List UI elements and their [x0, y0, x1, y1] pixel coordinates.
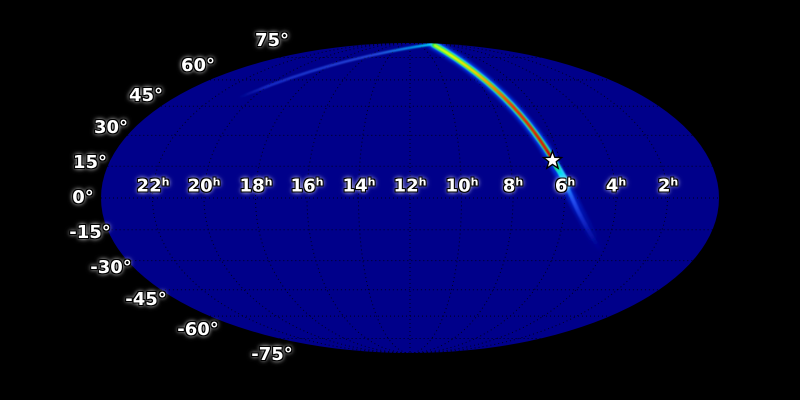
- event-star-marker: [541, 149, 564, 170]
- grid-line: [152, 42, 411, 354]
- band-tail: [551, 159, 607, 260]
- polar-arc: [236, 43, 432, 100]
- grid-line: [203, 42, 411, 354]
- probability-band: [236, 43, 607, 260]
- grid-line: [409, 42, 462, 354]
- grid-line: [409, 42, 668, 354]
- grid-line: [409, 42, 514, 354]
- graticule-grid: [101, 42, 719, 354]
- grid-line: [409, 42, 617, 354]
- grid-line: [358, 42, 411, 354]
- band-core: [433, 44, 554, 161]
- grid-line: [306, 42, 411, 354]
